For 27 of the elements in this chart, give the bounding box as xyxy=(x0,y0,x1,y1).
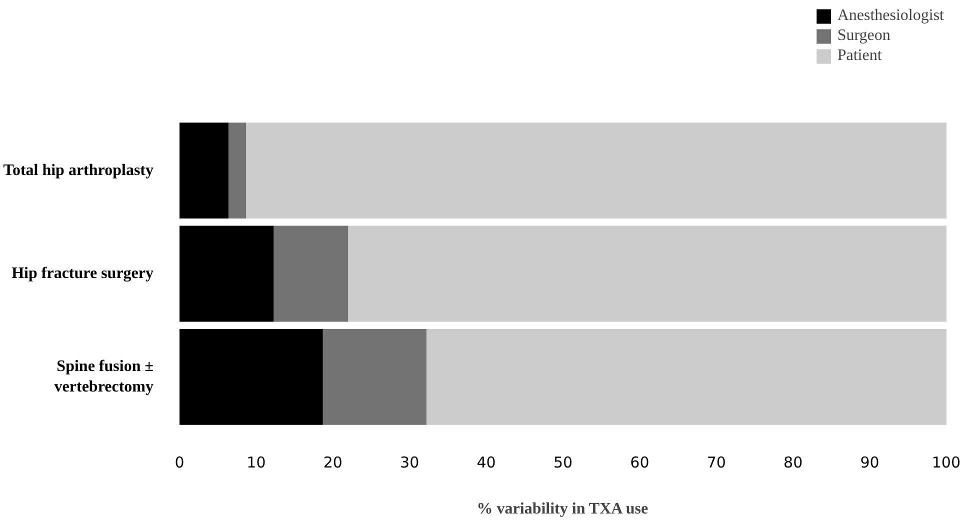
bar xyxy=(180,328,323,425)
y-tick-label: Hip fracture surgery xyxy=(12,265,154,282)
x-tick-label: 0 xyxy=(174,454,184,472)
bar xyxy=(228,122,246,219)
legend-label: Patient xyxy=(837,47,882,65)
x-tick-label: 10 xyxy=(246,454,266,472)
x-tick-label: 30 xyxy=(400,454,420,472)
x-tick-label: 20 xyxy=(323,454,342,472)
bar xyxy=(322,328,426,425)
bar xyxy=(180,122,229,219)
legend-label: Surgeon xyxy=(837,27,890,45)
x-tick-label: 80 xyxy=(784,454,803,472)
legend-label: Anesthesiologist xyxy=(837,7,944,25)
x-tick-label: 60 xyxy=(630,454,650,472)
x-tick-label: 50 xyxy=(553,454,573,472)
x-tick-label: 100 xyxy=(932,454,961,472)
bar xyxy=(246,122,946,219)
x-tick-label: 40 xyxy=(476,454,496,472)
bar xyxy=(180,226,274,322)
y-tick-label: Spine fusion ± vertebrectomy xyxy=(54,358,154,396)
x-tick-label: 70 xyxy=(706,454,726,472)
x-tick-label: 90 xyxy=(860,454,880,472)
y-tick-label: Total hip arthroplasty xyxy=(3,162,154,180)
bar xyxy=(426,328,946,425)
bar xyxy=(274,226,348,322)
bar xyxy=(348,226,946,322)
x-axis-title: % variability in TXA use xyxy=(476,500,648,518)
